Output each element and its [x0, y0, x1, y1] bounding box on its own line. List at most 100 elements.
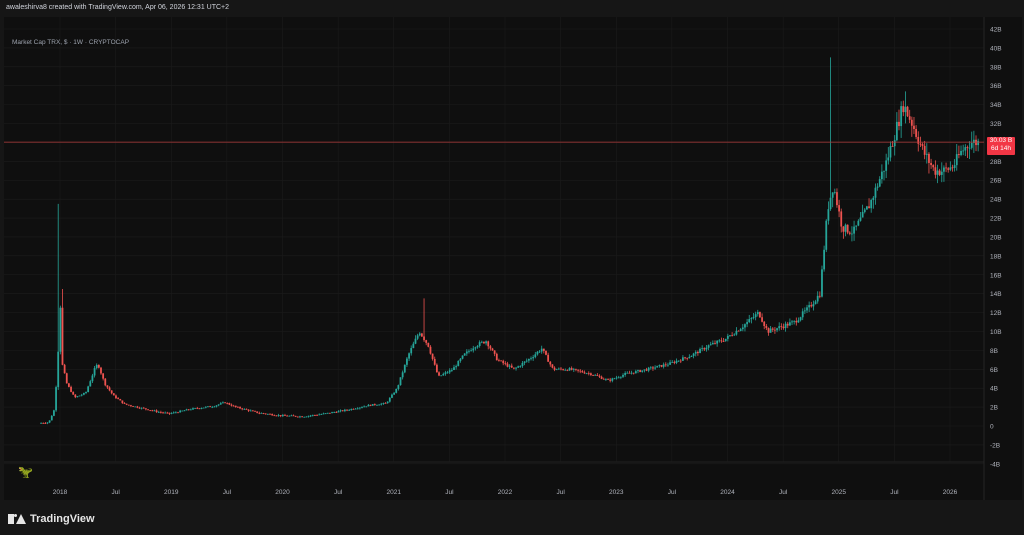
candle-body	[699, 348, 701, 354]
candle-body	[194, 408, 197, 409]
candle-body	[943, 167, 945, 172]
candle-body	[570, 368, 573, 370]
x-tick-label: 2020	[275, 489, 290, 496]
candle-body	[275, 415, 278, 417]
candle-body	[112, 393, 115, 396]
candle-body	[266, 413, 269, 415]
candle-body	[251, 410, 254, 412]
candle-body	[403, 364, 406, 373]
candle-body	[89, 381, 92, 387]
candle-body	[444, 372, 447, 374]
candle-body	[213, 406, 216, 408]
candle-body	[872, 197, 875, 200]
candle-body	[527, 358, 530, 361]
candle-body	[421, 333, 423, 337]
candle-body	[613, 378, 616, 380]
candle-body	[348, 409, 351, 411]
candle-body	[495, 353, 498, 361]
candle-body	[919, 143, 922, 145]
candle-body	[277, 415, 280, 416]
candle-body	[412, 343, 415, 349]
candle-body	[125, 403, 128, 405]
candle-body	[185, 409, 188, 411]
x-tick-label: 2022	[498, 489, 513, 496]
candle-body	[491, 348, 494, 351]
candle-body	[964, 147, 967, 151]
candle-body	[487, 341, 490, 347]
candle-body	[521, 362, 524, 366]
candle-body	[311, 415, 314, 416]
y-tick-label: 40B	[990, 45, 1002, 52]
candle-body	[818, 295, 821, 297]
candle-body	[61, 307, 64, 365]
candle-body	[863, 209, 866, 212]
y-tick-label: 28B	[990, 159, 1002, 166]
candle-body	[801, 311, 804, 318]
candle-body	[748, 319, 751, 323]
candle-body	[117, 398, 120, 400]
candle-body	[866, 206, 868, 210]
candle-body	[78, 395, 81, 397]
candle-body	[401, 372, 404, 378]
candle-body	[626, 372, 629, 374]
candle-body	[502, 360, 505, 364]
candle-body	[519, 365, 522, 367]
candle-body	[159, 411, 162, 413]
dinosaur-icon: 🦖	[18, 465, 33, 479]
chart-area[interactable]: 42B40B38B36B34B32B30B28B26B24B22B20B18B1…	[4, 17, 1022, 500]
candle-body	[249, 410, 252, 412]
candle-body	[925, 153, 928, 155]
candle-body	[209, 406, 212, 408]
candle-body	[442, 373, 445, 376]
candle-body	[450, 370, 453, 371]
candle-body	[617, 377, 620, 379]
candle-body	[72, 391, 75, 395]
candle-body	[457, 360, 460, 367]
candle-body	[254, 410, 256, 412]
candle-body	[564, 369, 567, 371]
candle-body	[647, 367, 650, 371]
candle-body	[127, 404, 130, 406]
candle-body	[331, 412, 333, 414]
y-tick-label: 14B	[990, 291, 1002, 298]
candle-body	[645, 369, 648, 371]
candle-body	[76, 396, 79, 398]
candle-body	[149, 410, 152, 411]
candle-body	[493, 350, 496, 354]
candle-body	[921, 144, 924, 146]
candle-body	[714, 342, 716, 344]
candle-body	[525, 360, 528, 362]
candle-body	[949, 167, 952, 170]
candle-body	[352, 408, 355, 410]
candlestick-chart[interactable]: 42B40B38B36B34B32B30B28B26B24B22B20B18B1…	[4, 17, 1022, 500]
candle-body	[962, 150, 965, 152]
candle-body	[399, 377, 402, 386]
candle-body	[756, 312, 759, 315]
candle-body	[889, 146, 892, 158]
candle-body	[759, 312, 761, 318]
tradingview-brand: TradingView	[30, 513, 95, 525]
candle-body	[346, 409, 348, 411]
candle-body	[955, 154, 958, 166]
candle-body	[812, 304, 815, 307]
candle-body	[898, 121, 900, 127]
candle-body	[900, 106, 903, 127]
candle-body	[915, 129, 918, 137]
candle-body	[115, 395, 117, 399]
candle-body	[784, 323, 787, 329]
candle-body	[68, 383, 70, 387]
candle-body	[671, 361, 674, 363]
candle-body	[716, 340, 719, 344]
candle-body	[793, 320, 796, 322]
candle-body	[776, 328, 778, 331]
candle-body	[765, 325, 768, 329]
candle-body	[667, 364, 669, 366]
candle-body	[560, 368, 562, 370]
candle-body	[662, 364, 665, 367]
candle-body	[823, 249, 826, 270]
tradingview-logo[interactable]: TradingView	[8, 513, 95, 525]
candle-body	[382, 402, 385, 404]
candle-body	[692, 353, 695, 356]
candle-body	[583, 372, 586, 374]
candle-body	[604, 379, 607, 380]
